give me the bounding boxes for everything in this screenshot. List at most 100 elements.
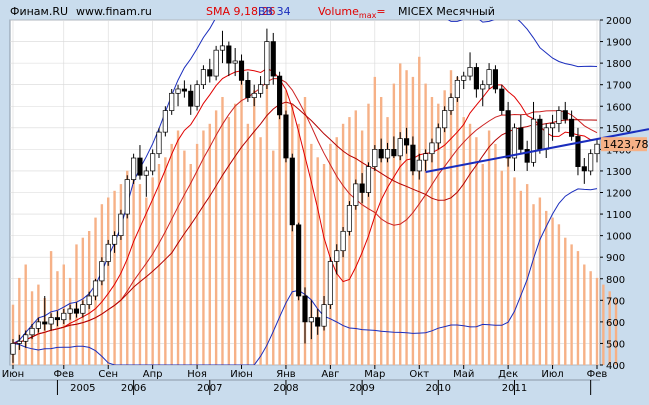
y-tick-label: 1200 [606,189,631,200]
candle-body [315,317,321,327]
y-tick-label: 1800 [606,59,631,70]
candle [289,153,295,232]
candle-body [397,138,403,157]
volume-bar [259,137,262,365]
volume-bar [208,123,211,365]
candle [530,101,537,167]
volume-bar [272,150,275,365]
candle-body [131,157,137,180]
candle-body [92,280,99,297]
candle-body [588,153,594,172]
candle [435,123,441,150]
candle [588,149,594,176]
candle-body [416,159,422,172]
candle-body [105,243,111,262]
x-year-label: 2007 [197,383,222,394]
candle-body [137,157,143,176]
volume-bar [145,197,148,365]
volume-bar [195,143,199,365]
volume-bar [468,123,472,365]
candle-body [480,84,486,90]
candle-body [124,179,130,215]
candle-body [442,110,448,129]
candle-body [461,75,467,81]
candle [207,58,213,83]
volume-bar [418,56,421,366]
candle [99,257,105,286]
candle-body [48,317,54,325]
volume-bar [322,164,326,365]
y-tick-label: 1600 [606,102,631,113]
candle-body [194,84,200,107]
candle-body [200,69,207,86]
candle [143,166,149,197]
candle [219,30,226,64]
volume-bar [430,97,434,365]
volume-bar [164,157,167,365]
candle-body [549,123,556,129]
candle [410,136,416,176]
bb-label: BB 34 [258,5,291,18]
last-price-tag: 1423,78 [601,137,649,152]
candle-body [156,131,162,155]
x-axis: Июн Фев Сен Апр Ноя Июн Янв Авг Мар Окт Май Дек Июл Ф… [2,365,607,395]
candle-body [162,110,168,133]
candle-body [277,75,283,116]
x-month-label: Окт [409,369,429,380]
candle-body [188,90,194,107]
volume-bar [399,63,402,365]
x-month-label: Ноя [187,369,207,380]
y-tick-label: 600 [606,318,625,329]
candle-body [340,230,346,252]
candle [302,287,308,344]
candle [549,114,556,141]
candle [188,84,194,115]
candle-body [86,295,92,305]
volume-bar [570,244,573,365]
x-month-label: Сен [98,369,118,380]
candle [80,300,86,318]
candle [226,41,232,77]
trendline-line [425,128,649,173]
candle [245,71,251,102]
candle [92,278,99,301]
y-tick-label: 500 [606,339,625,350]
volume-bar [519,190,523,365]
candle [162,106,168,137]
candle [480,80,486,107]
volume-bar [583,264,586,365]
candle-body [410,144,416,172]
volume-bar [214,110,218,366]
moving-averages [12,68,598,344]
candle [264,28,270,89]
candle [353,179,359,210]
volume-bar [614,298,618,365]
candle-body [435,127,441,144]
candle-body [16,340,22,344]
candle [67,304,73,320]
candle [200,65,207,89]
candle-body [378,149,384,159]
candle [48,313,54,331]
candle-body [384,149,391,159]
candle [448,93,454,115]
candle-body [448,97,454,111]
candle-body [543,127,549,150]
candle [473,63,479,98]
candle [403,127,410,154]
volume-bar [291,103,294,365]
x-month-label: Июн [230,369,252,380]
candle-body [257,84,264,94]
candle-body [353,183,359,206]
x-month-label: Авг [321,369,339,380]
candle [518,114,524,154]
volume-bar [43,298,46,365]
volume-bar [18,277,21,365]
candle-body [365,166,372,193]
x-year-label: 2005 [70,383,95,394]
candle [461,71,467,89]
candle [423,149,429,171]
candle-body [251,92,257,98]
x-month-label: Апр [143,369,163,380]
